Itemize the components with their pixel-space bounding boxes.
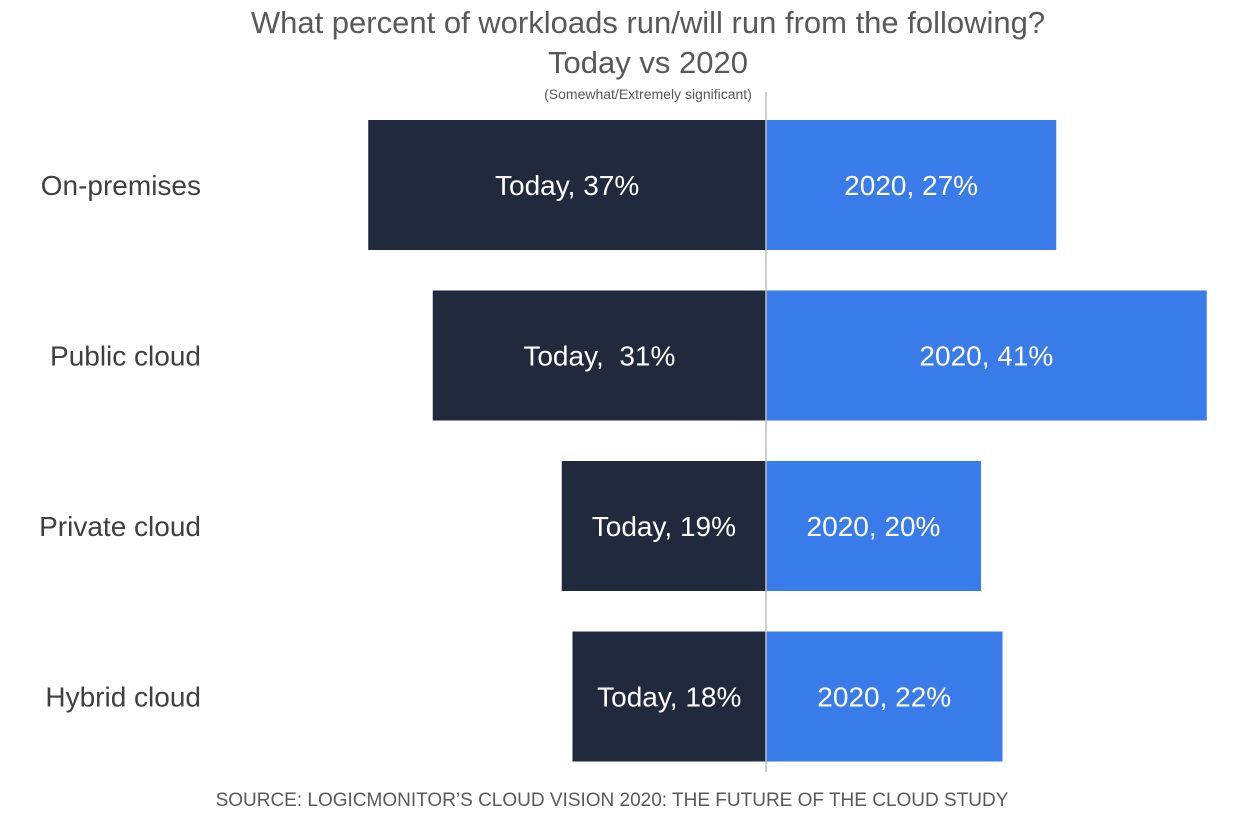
bar-label-today: Today, 19% <box>592 511 736 542</box>
chart-subtitle: Today vs 2020 <box>548 45 748 80</box>
chart-note: (Somewhat/Extremely significant) <box>544 86 752 102</box>
chart-title: What percent of workloads run/will run f… <box>250 5 1046 40</box>
bar-label-today: Today, 18% <box>597 682 741 713</box>
category-label: Hybrid cloud <box>45 682 201 713</box>
bars-group: On-premises Today, 37% 2020, 27% Public clo… <box>39 120 1207 762</box>
bar-label-2020: 2020, 41% <box>919 341 1053 372</box>
category-label: On-premises <box>41 170 201 201</box>
bar-2020 <box>766 120 1057 250</box>
bar-today <box>561 461 766 591</box>
category-label: Private cloud <box>39 511 201 542</box>
bar-label-2020: 2020, 20% <box>807 511 941 542</box>
bar-today <box>432 290 766 421</box>
bar-label-2020: 2020, 27% <box>844 170 978 201</box>
source-note: SOURCE: LOGICMONITOR’S CLOUD VISION 2020… <box>215 790 1009 811</box>
bar-label-today: Today, 37% <box>495 170 639 201</box>
bar-2020 <box>766 290 1207 421</box>
bar-label-2020: 2020, 22% <box>817 682 951 713</box>
bar-label-today: Today, 31% <box>523 341 675 372</box>
bar-today <box>572 631 766 762</box>
bar-2020 <box>766 631 1003 762</box>
category-label: Public cloud <box>50 341 201 372</box>
bar-today <box>368 120 766 250</box>
bar-2020 <box>766 461 981 591</box>
